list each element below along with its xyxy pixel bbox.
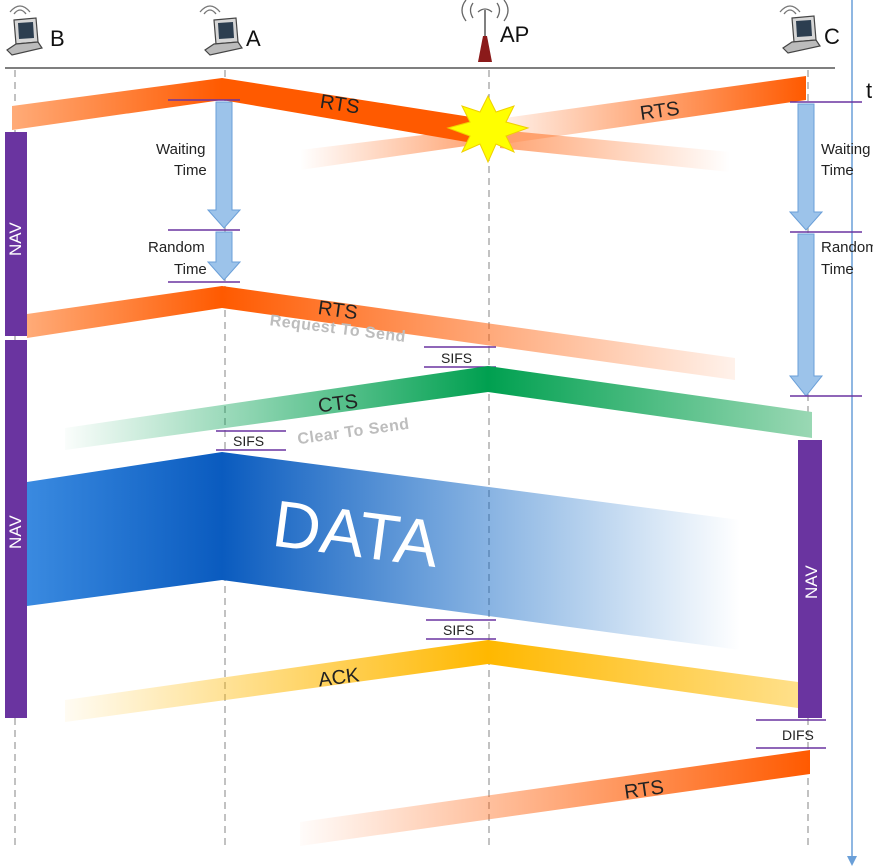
time-axis-arrowhead (847, 856, 857, 866)
nav-bar-c (798, 440, 822, 718)
waiting-label-a-line2: Time (174, 162, 207, 179)
waiting-label-c-line1: Waiting (821, 141, 870, 158)
ack-frame-right (488, 640, 798, 708)
random-label-c-line1: Random (821, 239, 873, 256)
rts-frame-a1-right (222, 78, 490, 146)
rts-label-c1: RTS (639, 98, 681, 125)
rts-frame-c1 (490, 76, 806, 146)
random-time-arrow-c (788, 233, 824, 397)
nav-label-b-1: NAV (6, 222, 25, 256)
laptop-icon-a (199, 5, 243, 56)
random-label-a-line1: Random (148, 239, 205, 256)
time-axis-label: t (866, 78, 872, 103)
sifs-ap-1-label: SIFS (441, 350, 472, 366)
waiting-time-arrow-c (788, 103, 824, 231)
clear-to-send-label: Clear To Send (296, 416, 410, 449)
data-frame-left (27, 452, 222, 606)
sifs-a-label: SIFS (233, 433, 264, 449)
rts-label-c2: RTS (623, 776, 665, 803)
nav-label-c: NAV (802, 565, 821, 599)
station-label-ap: AP (500, 22, 529, 47)
rts-collision-tail-left (300, 128, 480, 170)
random-label-a-line2: Time (174, 261, 207, 278)
ack-label: ACK (317, 664, 361, 691)
difs-c-label: DIFS (782, 727, 814, 743)
waiting-label-c-line2: Time (821, 162, 854, 179)
station-label-a: A (246, 26, 261, 51)
cts-frame-right (488, 366, 812, 438)
laptop-icon-c (779, 5, 821, 54)
ack-frame-left (65, 640, 488, 722)
rts-frame-a2-left (27, 286, 222, 338)
rts-collision-tail-right (500, 130, 730, 172)
random-label-c-line2: Time (821, 261, 854, 278)
collision-star-icon (446, 94, 530, 164)
access-point-icon (461, 0, 509, 62)
laptop-icon-b (6, 5, 43, 56)
cts-label: CTS (317, 390, 360, 417)
rts-label-a2: RTS (317, 297, 359, 324)
nav-bar-b-1 (5, 132, 27, 336)
waiting-label-a-line1: Waiting (156, 141, 205, 158)
data-frame-right (222, 452, 740, 650)
sifs-ap-2-label: SIFS (443, 622, 474, 638)
random-time-arrow-a (206, 231, 242, 281)
station-label-c: C (824, 24, 840, 49)
rts-frame-a2-right (222, 286, 735, 380)
rts-frame-c2 (300, 750, 810, 846)
waiting-time-arrow-a (206, 101, 242, 229)
station-label-b: B (50, 26, 65, 51)
nav-label-b-2: NAV (6, 515, 25, 549)
cts-frame-left (65, 366, 488, 450)
rts-frame-a1-left (12, 78, 222, 130)
nav-bar-b-2 (5, 340, 27, 718)
